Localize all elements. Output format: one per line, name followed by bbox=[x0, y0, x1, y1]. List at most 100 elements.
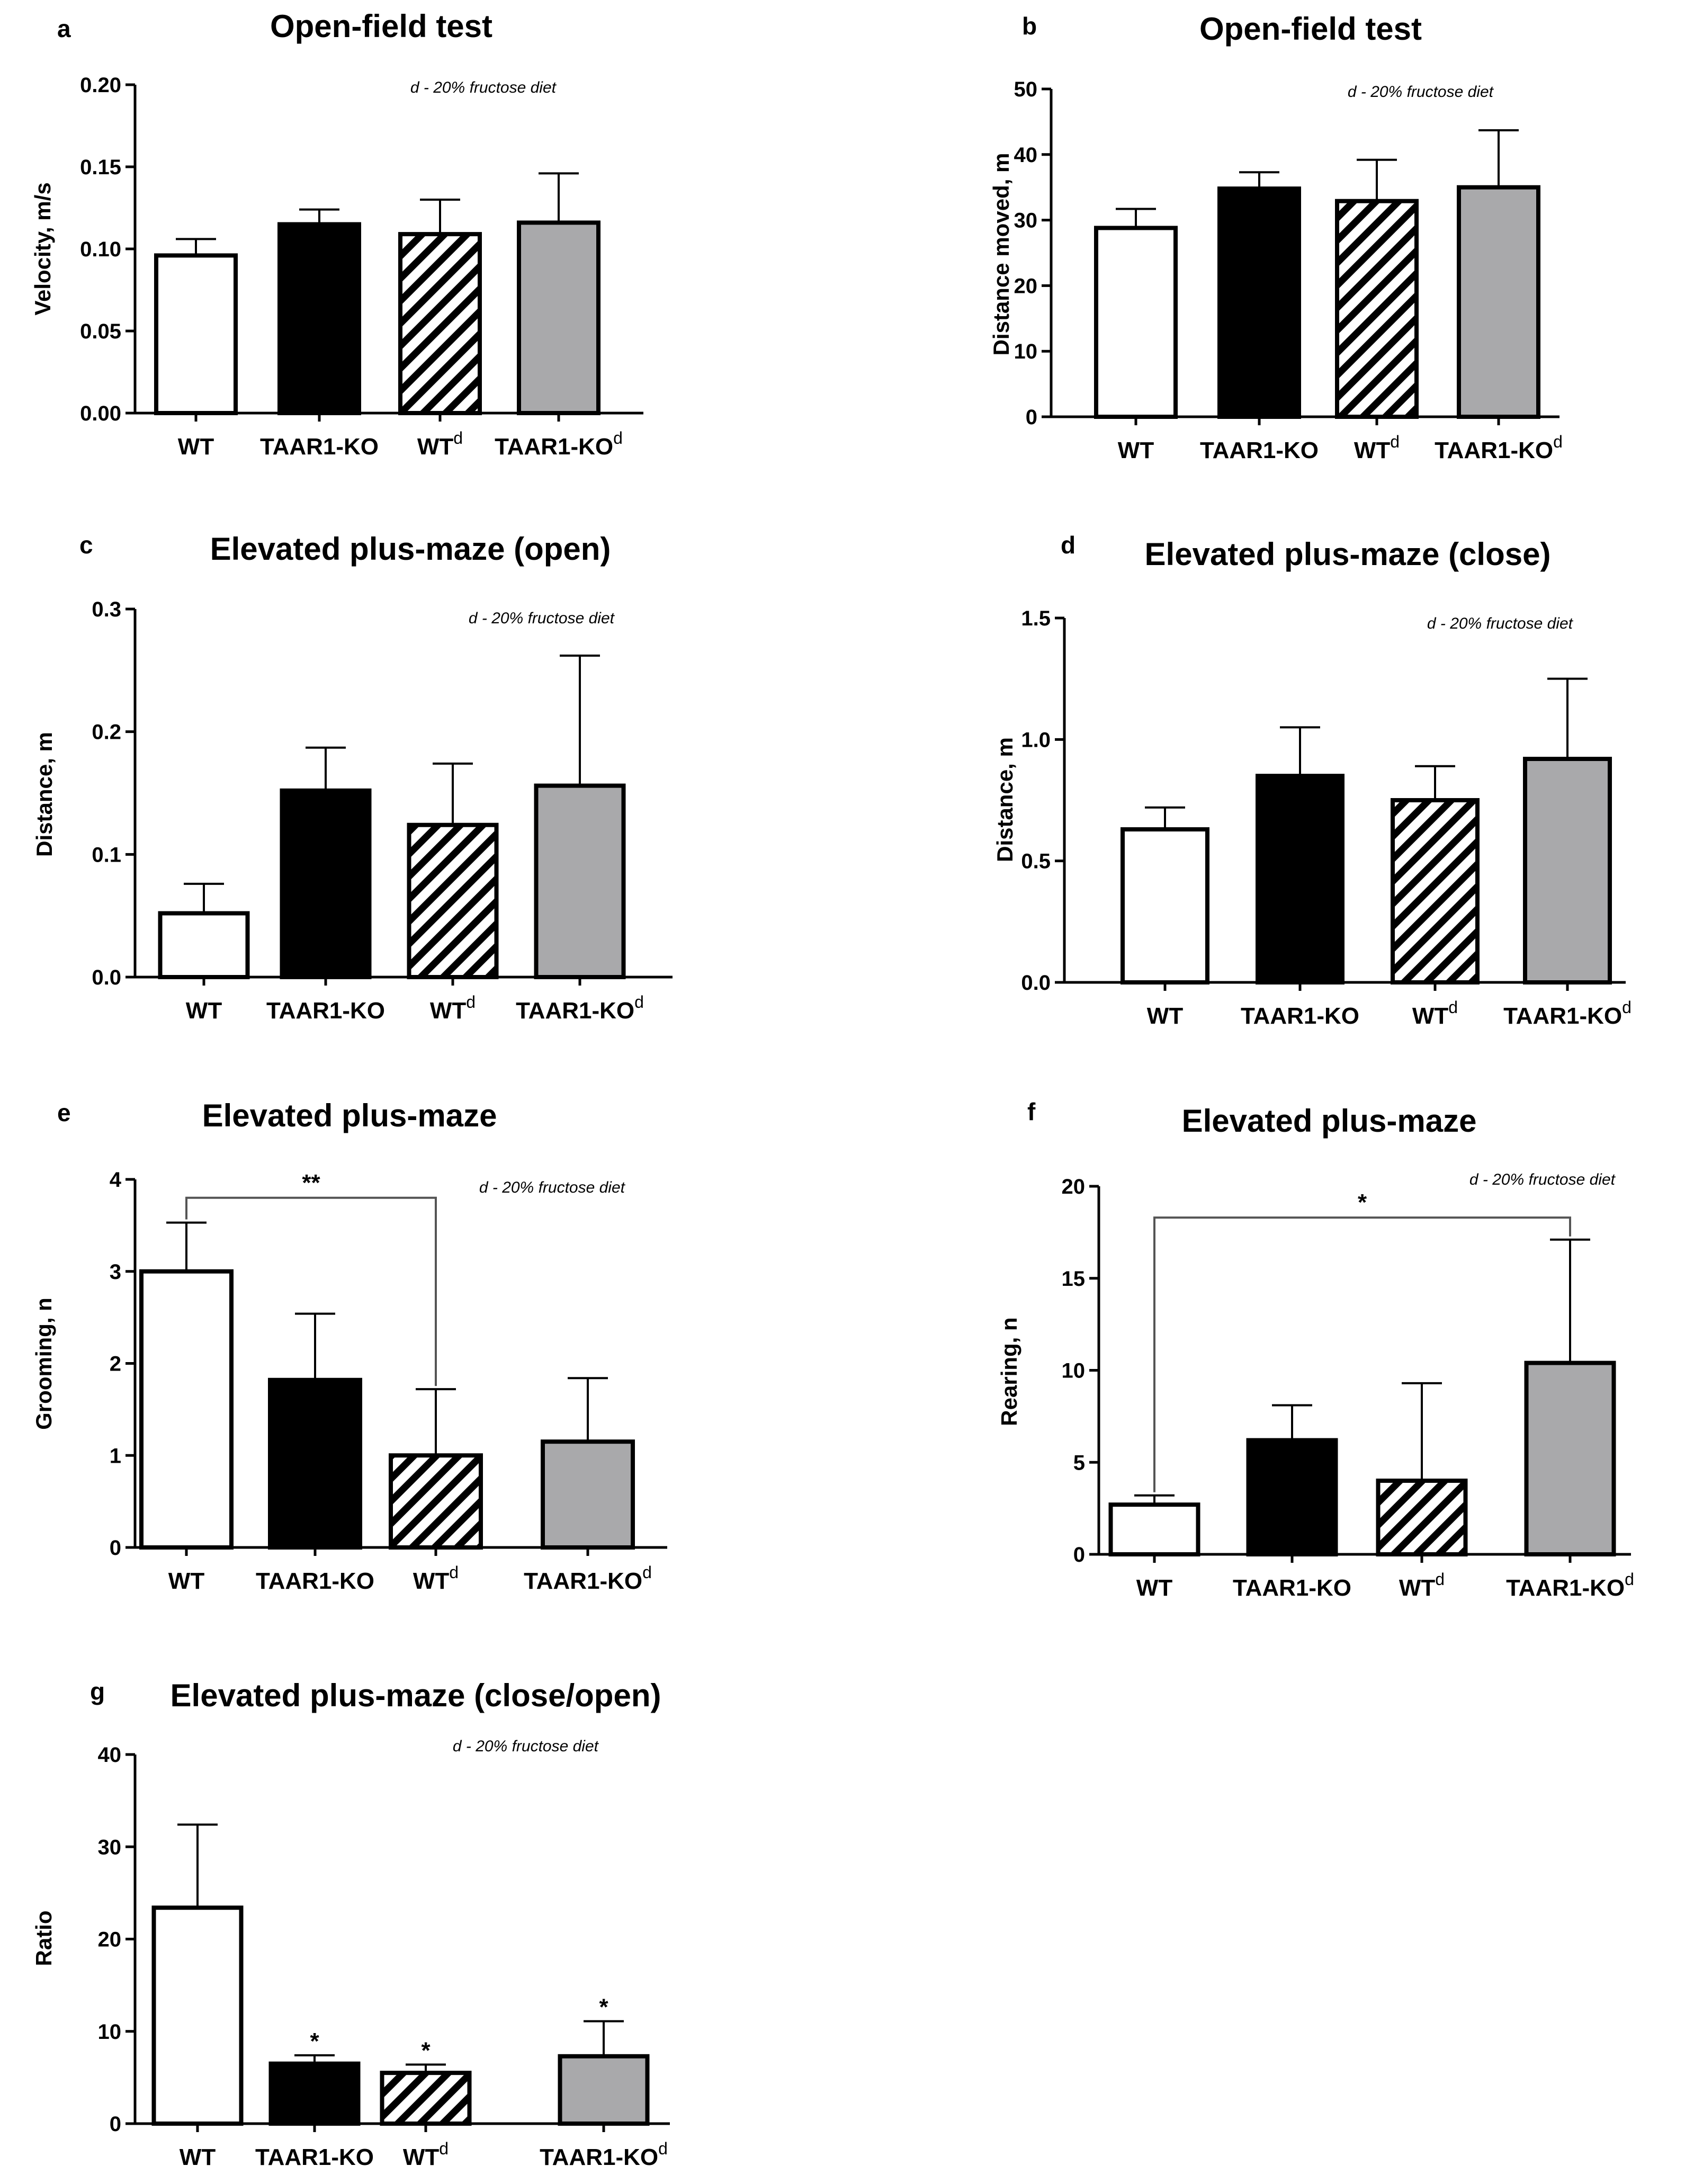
chart-title: Elevated plus-maze (close) bbox=[1145, 536, 1551, 572]
x-tick-label: TAAR1-KO bbox=[255, 2144, 374, 2170]
significance-bracket bbox=[185, 1196, 437, 1386]
x-tick-label: TAAR1-KO bbox=[1241, 1003, 1359, 1029]
chart-title: Elevated plus-maze (open) bbox=[210, 531, 611, 567]
chart-title: Elevated plus-maze bbox=[1182, 1103, 1477, 1139]
bar-wt bbox=[158, 911, 250, 979]
significance-bracket bbox=[1153, 1216, 1571, 1492]
bar-wt bbox=[139, 1269, 234, 1550]
x-tick-label: TAAR1-KO bbox=[1233, 1575, 1351, 1601]
chart-title: Open-field test bbox=[1199, 11, 1422, 47]
y-tick-label: 0.5 bbox=[1021, 850, 1051, 873]
y-tick-label: 1.0 bbox=[1021, 728, 1051, 751]
y-tick-label: 1 bbox=[110, 1444, 121, 1467]
diet-note: d - 20% fructose diet bbox=[479, 1179, 626, 1196]
panel-label: d bbox=[1061, 531, 1075, 559]
x-tick-label: WT bbox=[1136, 1575, 1173, 1601]
bar-taar1-ko-d bbox=[541, 1439, 635, 1550]
x-tick-label: WTd bbox=[1399, 1570, 1445, 1601]
y-tick-label: 0.20 bbox=[80, 74, 121, 97]
bar-taar1-ko bbox=[280, 788, 372, 980]
bar-taar1-ko bbox=[277, 222, 361, 415]
x-tick-label: WT bbox=[178, 434, 214, 460]
significance-star: * bbox=[310, 2028, 319, 2054]
y-tick-label: 4 bbox=[110, 1168, 122, 1192]
y-tick-label: 0.05 bbox=[80, 320, 121, 343]
diet-note: d - 20% fructose diet bbox=[1348, 83, 1494, 101]
x-tick-label: WTd bbox=[403, 2139, 449, 2170]
x-tick-label: TAAR1-KOd bbox=[540, 2139, 668, 2170]
bar-taar1-ko bbox=[268, 2061, 361, 2126]
bar-wt-d bbox=[407, 822, 499, 979]
bar-wt bbox=[151, 1905, 244, 2126]
chart-panel-b: b Open-field test d - 20% fructose diet Dis… bbox=[989, 11, 1563, 463]
x-tick-label: TAAR1-KOd bbox=[516, 992, 644, 1024]
y-tick-label: 0 bbox=[110, 2113, 121, 2136]
bar-taar1-ko-d bbox=[1457, 185, 1540, 419]
x-tick-label: WTd bbox=[1412, 998, 1458, 1029]
x-tick-label: TAAR1-KO bbox=[260, 434, 379, 460]
bar-taar1-ko bbox=[1217, 186, 1301, 419]
diet-note: d - 20% fructose diet bbox=[453, 1738, 599, 1755]
y-tick-label: 20 bbox=[1062, 1175, 1086, 1198]
bar-taar1-ko-d bbox=[517, 220, 600, 415]
x-tick-label: TAAR1-KO bbox=[1200, 437, 1319, 463]
y-tick-label: 0 bbox=[1026, 406, 1037, 429]
chart-panel-c: c Elevated plus-maze (open) d - 20% fructo… bbox=[32, 531, 673, 1024]
panel-label: a bbox=[57, 15, 71, 42]
y-tick-label: 0.10 bbox=[80, 238, 121, 261]
x-tick-label: WTd bbox=[413, 1563, 459, 1594]
bar-wt bbox=[1094, 226, 1178, 419]
y-tick-label: 3 bbox=[110, 1260, 121, 1284]
bar-wt-d bbox=[389, 1453, 483, 1550]
significance-star: * bbox=[421, 2037, 431, 2063]
bar-wt-d bbox=[398, 232, 482, 415]
bar-taar1-ko bbox=[1246, 1438, 1338, 1557]
y-tick-label: 10 bbox=[1014, 340, 1038, 363]
y-tick-label: 50 bbox=[1014, 78, 1038, 101]
y-tick-label: 20 bbox=[1014, 274, 1038, 298]
y-axis-label: Grooming, n bbox=[31, 1297, 56, 1430]
x-tick-label: TAAR1-KO bbox=[266, 998, 385, 1024]
significance-label: ** bbox=[302, 1170, 320, 1196]
y-tick-label: 20 bbox=[98, 1928, 122, 1952]
panel-label: e bbox=[57, 1099, 71, 1126]
chart-panel-g: g Elevated plus-maze (close/open) d - 20% … bbox=[31, 1678, 670, 2170]
x-tick-label: WT bbox=[186, 998, 222, 1024]
diet-note: d - 20% fructose diet bbox=[469, 610, 615, 627]
x-tick-label: TAAR1-KOd bbox=[1435, 432, 1563, 463]
x-tick-label: TAAR1-KOd bbox=[1503, 998, 1632, 1029]
y-axis-label: Ratio bbox=[31, 1911, 56, 1966]
y-tick-label: 30 bbox=[1014, 209, 1038, 232]
x-tick-label: WT bbox=[180, 2144, 216, 2170]
chart-panel-e: e Elevated plus-maze d - 20% fructose diet… bbox=[31, 1098, 667, 1594]
bar-wt bbox=[1108, 1502, 1200, 1557]
x-tick-label: WTd bbox=[417, 428, 463, 460]
chart-title: Open-field test bbox=[270, 8, 492, 44]
bar-taar1-ko-d bbox=[558, 2054, 650, 2126]
bar-taar1-ko-d bbox=[1524, 1360, 1616, 1557]
y-axis-label: Distance, m bbox=[32, 732, 57, 857]
y-tick-label: 40 bbox=[1014, 144, 1038, 167]
y-tick-label: 1.5 bbox=[1021, 607, 1051, 630]
y-tick-label: 0 bbox=[1073, 1543, 1085, 1567]
x-tick-label: WTd bbox=[1354, 432, 1400, 463]
y-tick-label: 0 bbox=[110, 1536, 121, 1560]
y-tick-label: 10 bbox=[98, 2020, 122, 2044]
bar-wt-d bbox=[1335, 199, 1419, 419]
chart-panel-f: f Elevated plus-maze d - 20% fructose diet… bbox=[997, 1098, 1634, 1601]
y-tick-label: 0.2 bbox=[92, 721, 121, 744]
y-axis-label: Rearing, n bbox=[997, 1317, 1021, 1426]
x-tick-label: TAAR1-KOd bbox=[1506, 1570, 1634, 1601]
significance-star: * bbox=[599, 1994, 608, 2020]
x-tick-label: WT bbox=[1118, 437, 1154, 463]
x-tick-label: WTd bbox=[430, 992, 476, 1024]
y-tick-label: 15 bbox=[1062, 1267, 1086, 1291]
x-tick-label: WT bbox=[168, 1568, 205, 1594]
chart-title: Elevated plus-maze (close/open) bbox=[171, 1678, 661, 1713]
diet-note: d - 20% fructose diet bbox=[1469, 1171, 1616, 1188]
chart-panel-a: a Open-field test d - 20% fructose diet Vel… bbox=[30, 8, 643, 460]
diet-note: d - 20% fructose diet bbox=[1427, 615, 1574, 632]
panel-label: f bbox=[1027, 1098, 1036, 1125]
chart-panel-d: d Elevated plus-maze (close) d - 20% fruct… bbox=[992, 531, 1632, 1029]
